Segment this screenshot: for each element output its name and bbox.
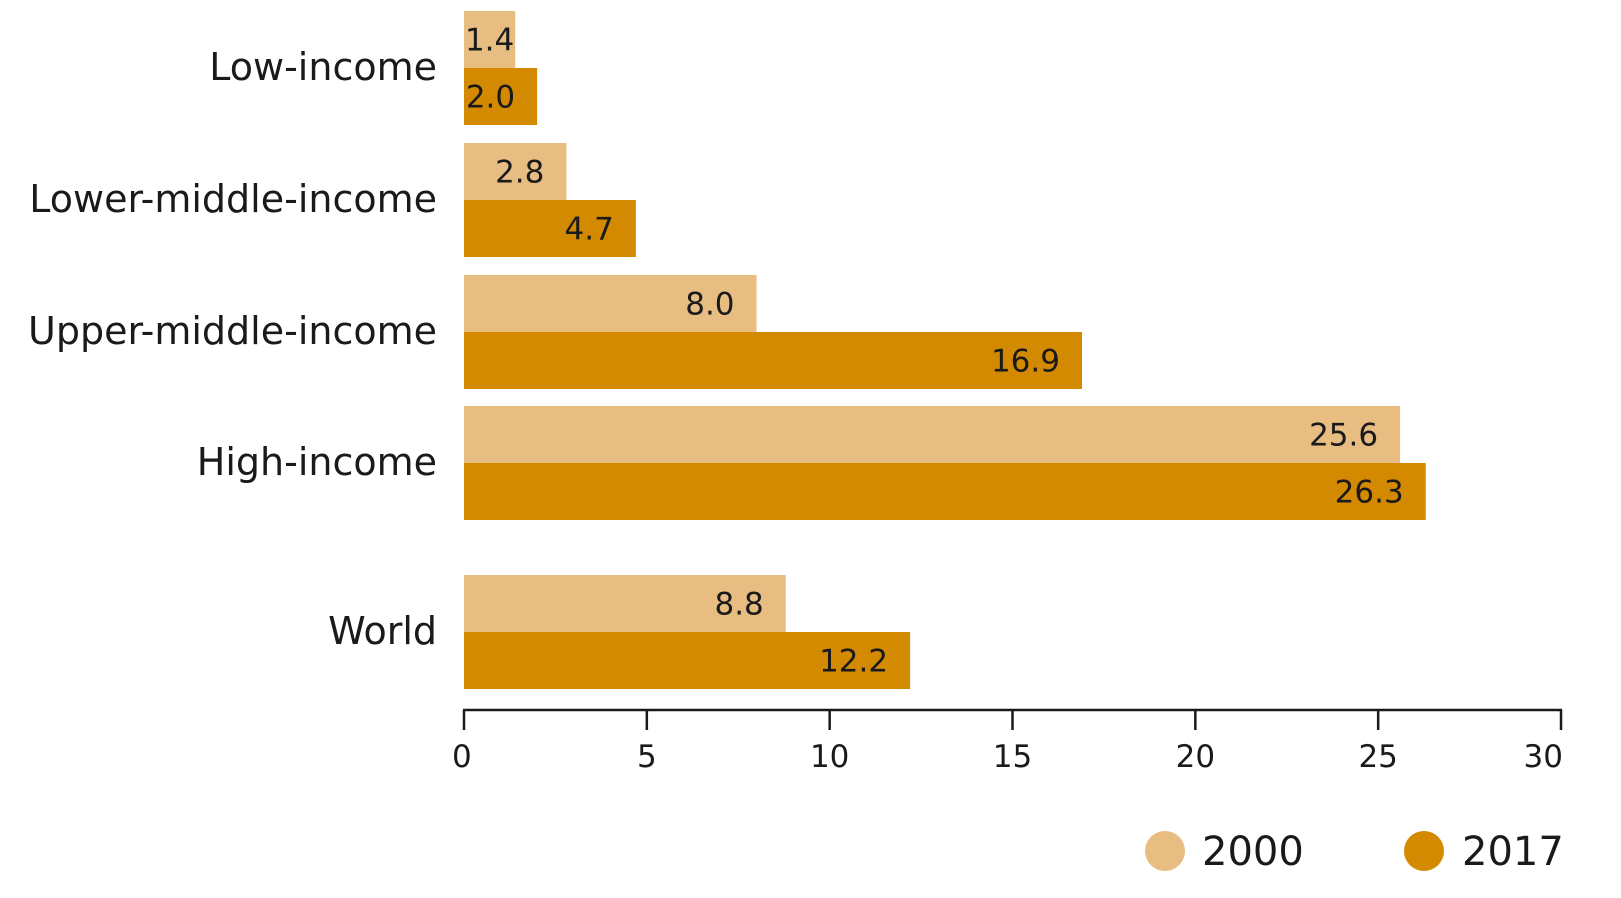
x-tick-label-5: 5 — [637, 739, 657, 775]
bar-low-income-2017 — [464, 68, 538, 125]
bars-group: 1.4 2.0 2.8 4.7 8.0 16.9 25.6 26.3 8.8 12.2 — [464, 11, 1426, 689]
data-label-upper-middle-income-2017: 16.9 — [991, 344, 1060, 380]
x-tick-label-10: 10 — [810, 739, 849, 775]
data-label-lower-middle-income-2000: 2.8 — [495, 155, 544, 191]
x-tick-label-20: 20 — [1176, 739, 1215, 775]
x-tick-label-0: 0 — [452, 739, 472, 775]
legend-swatch-2017 — [1404, 831, 1444, 871]
data-label-low-income-2017: 2.0 — [466, 80, 515, 116]
category-label-low-income: Low-income — [209, 45, 437, 89]
data-label-lower-middle-income-2017: 4.7 — [565, 212, 614, 248]
x-tick-label-25: 25 — [1358, 739, 1397, 775]
data-label-world-2017: 12.2 — [819, 644, 888, 680]
data-label-low-income-2000: 1.4 — [465, 23, 514, 59]
bar-world-2000 — [464, 575, 786, 632]
x-tick-label-30: 30 — [1524, 739, 1563, 775]
legend-label-2017: 2017 — [1462, 829, 1564, 875]
data-label-high-income-2000: 25.6 — [1309, 418, 1378, 454]
bar-world-2017 — [464, 632, 911, 689]
legend-label-2000: 2000 — [1202, 829, 1304, 875]
data-label-high-income-2017: 26.3 — [1335, 475, 1404, 511]
bar-high-income-2017 — [464, 463, 1426, 520]
bar-lower-middle-income-2000 — [464, 143, 567, 200]
legend-swatch-2000 — [1145, 831, 1185, 871]
category-label-world: World — [328, 609, 437, 653]
x-axis: 0 5 10 15 20 25 30 — [452, 708, 1563, 775]
bar-low-income-2000 — [464, 11, 516, 68]
bar-upper-middle-income-2000 — [464, 275, 757, 332]
category-label-high-income: High-income — [197, 440, 437, 484]
bar-lower-middle-income-2017 — [464, 200, 636, 257]
legend: 2000 2017 — [1145, 829, 1564, 875]
data-label-upper-middle-income-2000: 8.0 — [685, 287, 734, 323]
bar-upper-middle-income-2017 — [464, 332, 1082, 389]
category-labels: Low-income Lower-middle-income Upper-middl… — [28, 45, 437, 653]
x-tick-label-15: 15 — [993, 739, 1032, 775]
category-label-lower-middle-income: Lower-middle-income — [29, 177, 437, 221]
bar-high-income-2000 — [464, 406, 1401, 463]
category-label-upper-middle-income: Upper-middle-income — [28, 309, 437, 353]
data-label-world-2000: 8.8 — [714, 587, 763, 623]
